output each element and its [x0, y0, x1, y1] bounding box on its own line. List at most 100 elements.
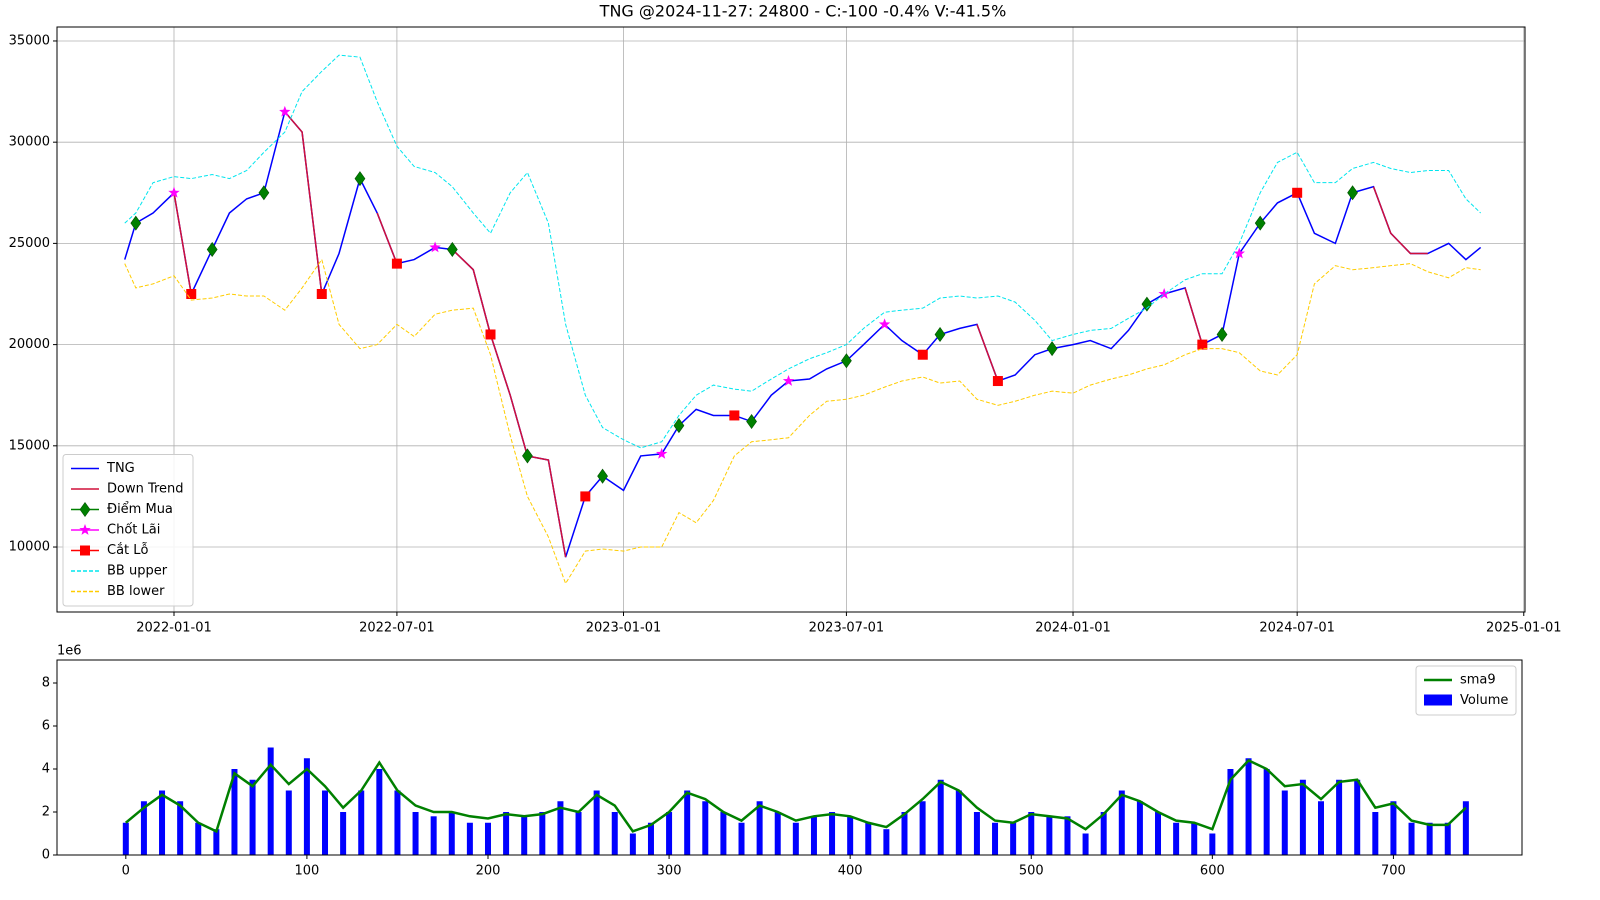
series-line [124, 54, 1482, 449]
y-tick-label: 10000 [9, 540, 50, 555]
volume-bar [1227, 769, 1234, 855]
marker [391, 258, 402, 269]
series-line [284, 111, 323, 295]
legend-marker [79, 524, 91, 535]
marker [1158, 287, 1170, 299]
marker [206, 241, 218, 257]
series-line [125, 758, 1467, 834]
marker [841, 353, 852, 369]
volume-bar [720, 812, 727, 855]
volume-bar [159, 790, 166, 855]
series-line [976, 324, 999, 382]
marker [1254, 215, 1266, 231]
marker [485, 329, 496, 340]
x-tick-label: 200 [476, 864, 501, 879]
marker [279, 105, 291, 117]
marker [917, 349, 928, 360]
series-line [451, 248, 567, 558]
volume-bar [448, 812, 455, 855]
volume-bar [810, 816, 817, 855]
volume-bar [829, 812, 836, 855]
volume-bar [376, 769, 383, 855]
legend-swatch [1424, 694, 1452, 706]
volume-bar [1426, 822, 1433, 855]
volume-bar [521, 816, 528, 855]
marker [446, 241, 458, 257]
axes-frame [56, 659, 1523, 856]
volume-bar [702, 801, 709, 855]
x-tick-label: 2022-01-01 [136, 621, 212, 636]
marker [782, 375, 795, 386]
y-tick-label: 8 [42, 676, 50, 691]
volume-bar [195, 822, 202, 855]
volume-bar [140, 801, 147, 855]
volume-bar [1064, 816, 1071, 855]
marker [729, 410, 740, 421]
x-tick-label: 2024-01-01 [1035, 621, 1111, 636]
x-tick-label: 600 [1200, 864, 1225, 879]
volume-bar [1317, 801, 1324, 855]
volume-bar [340, 812, 347, 855]
volume-bar [1462, 801, 1469, 855]
volume-bar [1046, 816, 1053, 855]
marker [130, 215, 142, 231]
marker [1141, 296, 1153, 312]
legend-label: Down Trend [107, 482, 184, 497]
marker [168, 186, 180, 198]
x-tick-label: 2025-01-01 [1486, 621, 1562, 636]
legend-box [62, 454, 194, 607]
x-tick-label: 300 [657, 864, 682, 879]
volume-bar [611, 812, 618, 855]
volume-bar [883, 829, 890, 855]
volume-bar [865, 822, 872, 855]
volume-bar [593, 790, 600, 855]
marker [934, 326, 946, 342]
volume-bar [955, 790, 962, 855]
marker [354, 171, 366, 187]
volume-bar [629, 833, 636, 855]
series-line [124, 110, 1482, 558]
volume-bar [647, 822, 654, 855]
y-tick-label: 6 [42, 719, 50, 734]
volume-bar [1354, 779, 1361, 855]
volume-bar [1281, 790, 1288, 855]
volume-bar [1173, 822, 1180, 855]
volume-bar [1336, 779, 1343, 855]
volume-bar [1209, 833, 1216, 855]
x-tick-label: 500 [1019, 864, 1044, 879]
marker [746, 414, 757, 430]
legend-label: sma9 [1460, 673, 1496, 688]
marker [992, 376, 1003, 387]
marker [316, 288, 327, 299]
y-tick-label: 4 [42, 762, 50, 777]
chart-title: TNG @2024-11-27: 24800 - C:-100 -0.4% V:… [599, 2, 1007, 21]
y-tick-label: 0 [42, 848, 50, 863]
volume-bar [358, 790, 365, 855]
volume-bar [249, 779, 256, 855]
volume-bar [937, 779, 944, 855]
legend-marker [80, 545, 90, 556]
series-line [1372, 186, 1428, 255]
marker [878, 318, 891, 330]
volume-bar [1136, 801, 1143, 855]
volume-bar [1245, 758, 1252, 855]
volume-bar [1263, 769, 1270, 855]
volume-bar [847, 816, 854, 855]
legend-label: Chốt Lãi [107, 523, 160, 538]
legend-label: Cắt Lỗ [107, 543, 149, 558]
marker [1233, 247, 1245, 259]
volume-bar [231, 769, 238, 855]
volume-bar [122, 822, 129, 855]
volume-bar [1010, 822, 1017, 855]
x-tick-label: 700 [1381, 864, 1406, 879]
marker [1216, 326, 1228, 342]
marker [429, 241, 441, 253]
legend: TNG Down Trend Điểm Mua Chốt Lãi Cắt Lỗ BB up… [62, 454, 194, 607]
plot: 0 100 200 300 400 500 600 700 0 2 4 6 8 [42, 659, 1523, 879]
volume-bar [213, 829, 220, 855]
legend-label: BB lower [107, 584, 165, 599]
volume-bar [684, 790, 691, 855]
series-line [124, 258, 1481, 585]
volume-bar [1372, 812, 1379, 855]
marker [1197, 339, 1208, 350]
